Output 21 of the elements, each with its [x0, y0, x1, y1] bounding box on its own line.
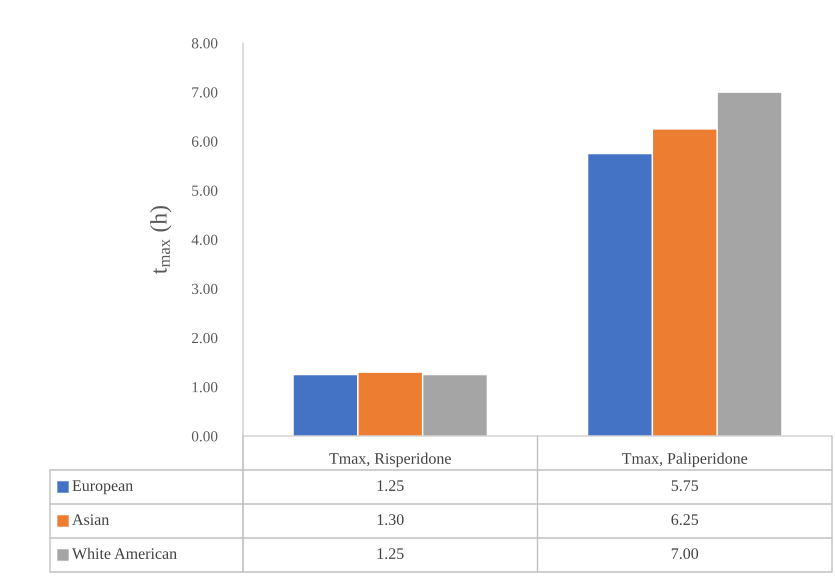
y-tick-label: 5.00	[192, 186, 218, 196]
text: 7.00	[672, 548, 698, 560]
y-tick-label: 6.00	[192, 136, 218, 147]
x-tick-label: Tmax, Risperidone	[329, 452, 451, 468]
legend-label: European	[72, 480, 133, 494]
y-tick-label: 2.00	[192, 332, 218, 344]
legend-label: Asian	[72, 514, 110, 525]
text: 1.25	[378, 480, 404, 492]
text: 5.75	[672, 480, 698, 492]
y-tick-label: 3.00	[192, 284, 218, 294]
y-tick-label: 0.00	[192, 431, 218, 442]
text: 1.30	[378, 514, 404, 526]
text: 6.25	[671, 514, 698, 526]
text: 1.25	[378, 548, 404, 560]
y-axis-title: t$_{max}$ (h)	[150, 206, 172, 274]
y-tick-label: 1.00	[192, 382, 218, 392]
y-tick-label: 4.00	[192, 234, 218, 246]
y-tick-label: 8.00	[192, 38, 218, 49]
y-tick-label: 7.00	[192, 87, 218, 98]
x-tick-label: Tmax, Paliperidone	[622, 452, 748, 468]
legend-label: White American	[72, 548, 177, 560]
